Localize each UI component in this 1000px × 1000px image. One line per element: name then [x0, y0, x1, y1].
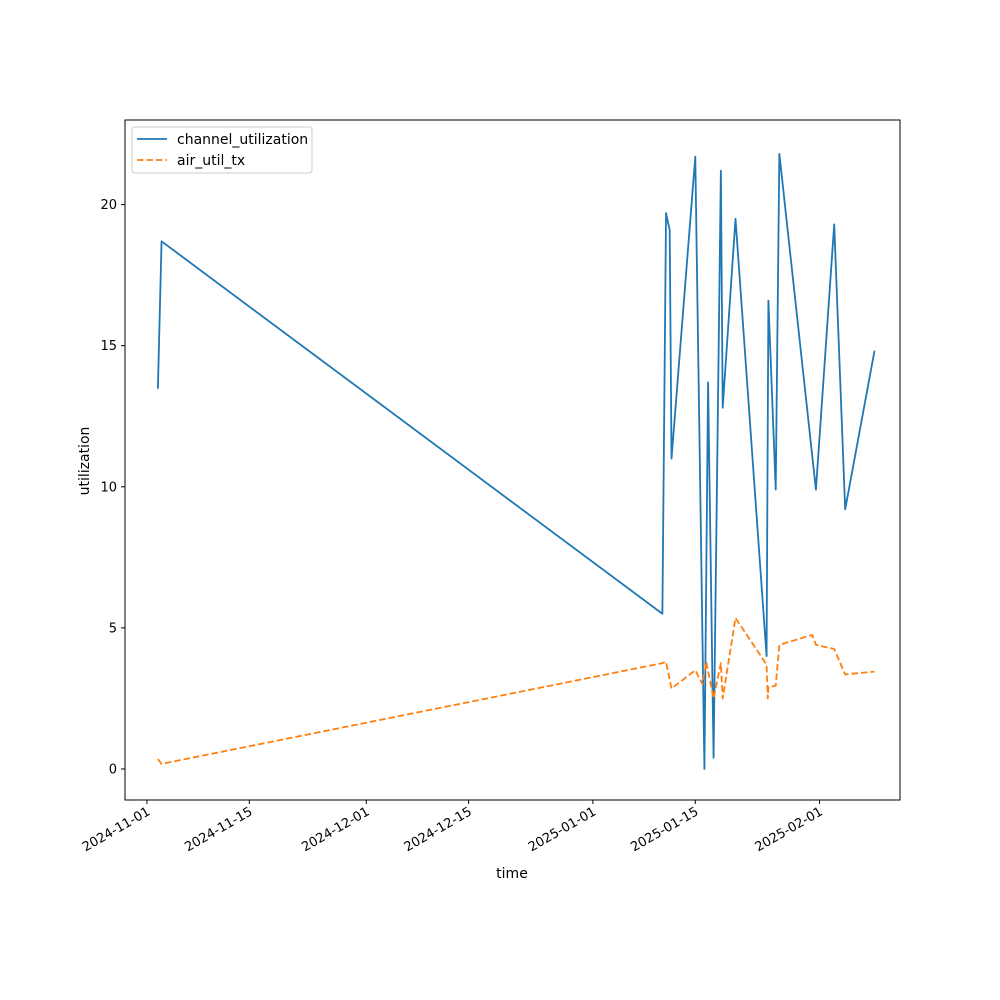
- y-tick-label: 5: [109, 621, 117, 636]
- series-line-channel-utilization: [157, 152, 876, 770]
- plot-area: [157, 152, 876, 770]
- axes-frame: [124, 119, 901, 801]
- legend-box: [131, 126, 313, 174]
- series-line-air-util-tx: [157, 617, 875, 765]
- y-tick-label: 20: [100, 198, 117, 213]
- x-axis-label: time: [496, 866, 528, 882]
- y-tick-label: 0: [109, 762, 117, 777]
- legend: channel_utilization air_util_tx: [131, 126, 313, 174]
- y-tick-label: 10: [100, 480, 117, 495]
- legend-label-channel-utilization: channel_utilization: [177, 132, 308, 148]
- y-axis-label: utilization: [77, 427, 93, 496]
- legend-label-air-util-tx: air_util_tx: [177, 153, 245, 169]
- y-tick-label: 15: [100, 339, 117, 354]
